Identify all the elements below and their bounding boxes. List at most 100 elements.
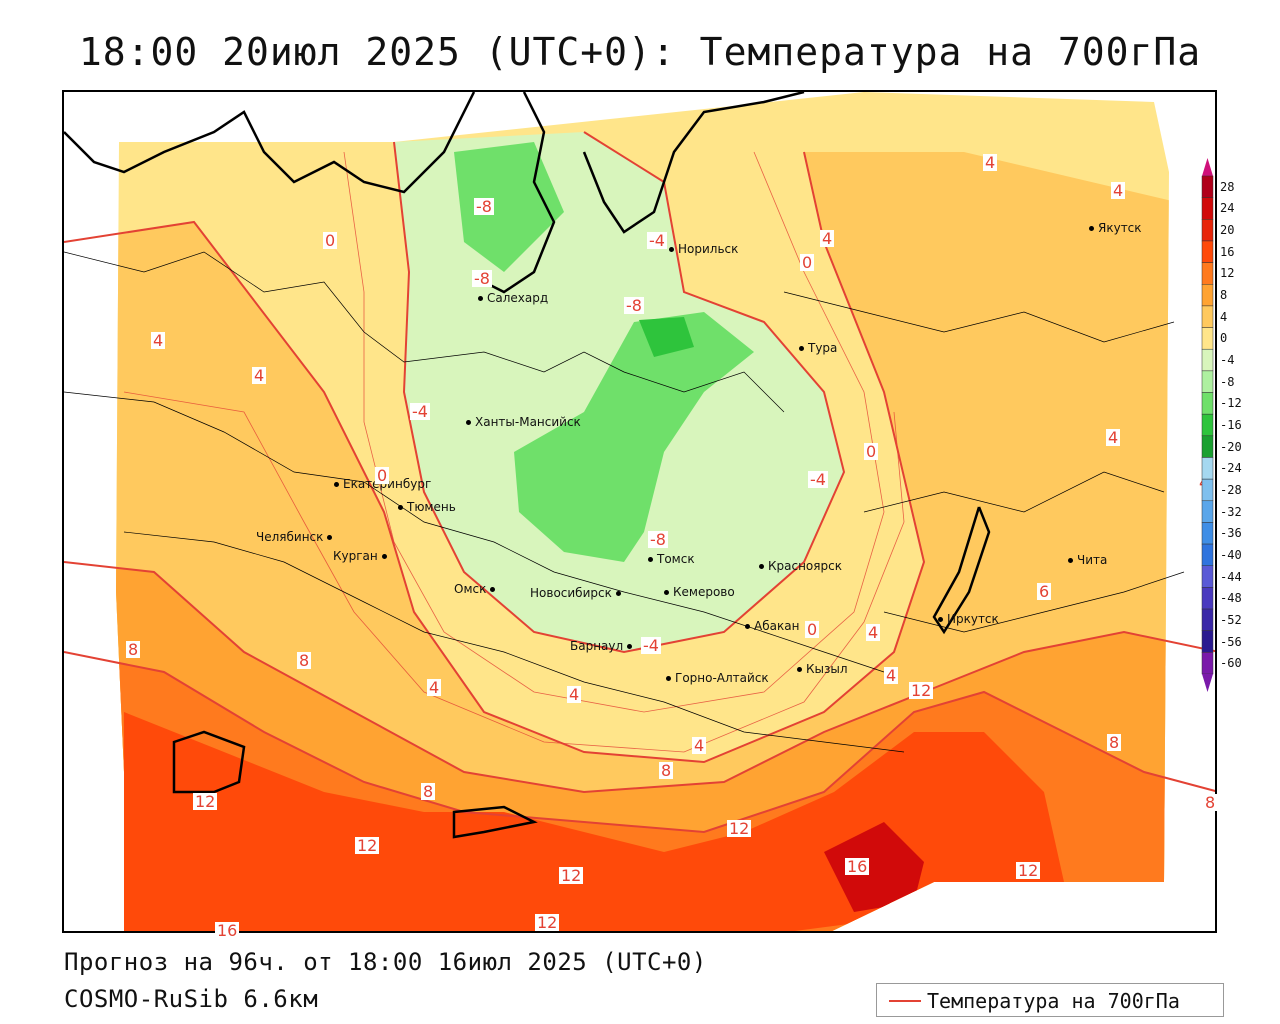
band-warm-core	[824, 822, 924, 912]
city-marker-icon	[669, 247, 674, 252]
band-minus12	[639, 317, 694, 357]
isotherm-minus4	[393, 131, 846, 654]
colorbar-cell	[1201, 543, 1214, 566]
border-line-4	[863, 471, 1165, 513]
city-marker-icon	[1089, 226, 1094, 231]
city-marker-icon	[627, 644, 633, 649]
isotherm-label: 0	[375, 466, 390, 485]
city-yakutsk: Якутск	[1089, 221, 1142, 235]
isotherm-label: 8	[1107, 733, 1122, 752]
city-omsk: Омск	[454, 582, 499, 596]
colorbar-tick-label: 4	[1220, 309, 1228, 324]
isotherm-label: 4	[567, 685, 582, 704]
isotherm-label: 8	[1203, 793, 1218, 812]
temperature-colorbar	[1201, 158, 1214, 692]
colorbar-tick-label: -60	[1220, 656, 1242, 671]
border-line-6	[783, 291, 1175, 343]
city-tura: Тура	[799, 341, 837, 355]
coastlines	[64, 92, 991, 839]
city-abakan: Абакан	[745, 619, 799, 633]
colorbar-tick-label: -4	[1220, 353, 1235, 368]
city-marker-icon	[490, 587, 496, 592]
city-chelyabinsk: Челябинск	[256, 530, 336, 544]
border-line-1	[64, 251, 785, 413]
isotherm-label: 4	[252, 366, 267, 385]
isotherm-label: 4	[692, 736, 707, 755]
colorbar-tick-label: -36	[1220, 526, 1242, 541]
colorbar-tick-label: -20	[1220, 439, 1242, 454]
isotherm-label: 8	[126, 640, 141, 659]
colorbar-tick-label: -12	[1220, 396, 1242, 411]
isotherm-label: 8	[297, 651, 312, 670]
isotherm-label: 12	[727, 819, 752, 838]
colorbar-tick-label: 12	[1220, 266, 1235, 281]
isotherm-minor-2	[123, 391, 905, 753]
isotherm-minor-1	[343, 151, 885, 713]
colorbar-tick-label: -48	[1220, 591, 1242, 606]
colorbar-tick-label: -40	[1220, 547, 1242, 562]
city-norilsk: Норильск	[669, 242, 738, 256]
city-marker-icon	[398, 505, 403, 510]
city-irkutsk: Иркутск	[938, 612, 999, 626]
colorbar-tick-label: -56	[1220, 634, 1242, 649]
colorbar-tick-label: 24	[1220, 201, 1235, 216]
isotherm-label: -4	[647, 231, 667, 250]
colorbar-cell	[1201, 652, 1214, 675]
border-line-2	[64, 391, 885, 673]
city-kemerovo: Кемерово	[664, 585, 735, 599]
colorbar-cell	[1201, 457, 1214, 480]
isotherm-label: 4	[151, 331, 166, 350]
city-marker-icon	[381, 554, 387, 559]
city-marker-icon	[799, 346, 804, 351]
temperature-shading	[116, 92, 1169, 931]
city-tomsk: Томск	[648, 552, 695, 566]
map-title: 18:00 20июл 2025 (UTC+0): Температура на…	[78, 30, 1202, 74]
city-marker-icon	[648, 557, 653, 562]
city-krasnoyarsk: Красноярск	[759, 559, 842, 573]
city-novosibirsk: Новосибирск	[530, 586, 625, 600]
lake-balkhash	[452, 805, 538, 839]
isotherm-label: 12	[193, 792, 218, 811]
lake-baikal	[932, 506, 991, 635]
city-marker-icon	[797, 667, 802, 672]
colorbar-cell	[1201, 197, 1214, 220]
isotherm-label: 0	[805, 620, 820, 639]
isotherm-label: -8	[474, 197, 494, 216]
colorbar-cell	[1201, 175, 1214, 198]
city-marker-icon	[478, 296, 483, 301]
colorbar-tick-label: 28	[1220, 179, 1235, 194]
colorbar-tick-label: 20	[1220, 223, 1235, 238]
aral-sea	[172, 730, 246, 794]
city-kurgan: Курган	[333, 549, 391, 563]
yamal-coast	[483, 92, 556, 294]
colorbar-cell	[1201, 608, 1214, 631]
city-marker-icon	[466, 420, 471, 425]
city-marker-icon	[615, 591, 621, 596]
border-line-5	[883, 571, 1185, 633]
city-marker-icon	[327, 535, 333, 540]
isotherm-label: 12	[909, 681, 934, 700]
city-kyzyl: Кызыл	[797, 662, 848, 676]
isotherm-label: 8	[659, 761, 674, 780]
admin-borders	[64, 251, 1185, 753]
legend-line-swatch	[889, 1000, 921, 1002]
colorbar-cell	[1201, 219, 1214, 242]
colorbar-cell	[1201, 565, 1214, 588]
colorbar-tick-label: 16	[1220, 244, 1235, 259]
map-panel	[62, 90, 1217, 933]
isotherm-label: 4	[1106, 428, 1121, 447]
legend: Температура на 700гПа	[876, 983, 1224, 1017]
isotherm-label: 16	[845, 857, 870, 876]
isotherm-label: 4	[866, 623, 881, 642]
isotherm-label: 16	[215, 921, 240, 940]
colorbar-cell	[1201, 262, 1214, 285]
colorbar-bottom-arrow-icon	[1202, 674, 1213, 692]
city-chita: Чита	[1068, 553, 1107, 567]
forecast-info: Прогноз на 96ч. от 18:00 16июл 2025 (UTC…	[64, 948, 707, 976]
city-marker-icon	[664, 590, 669, 595]
city-marker-icon	[334, 482, 339, 487]
arctic-coast-west	[64, 92, 476, 194]
city-marker-icon	[938, 617, 943, 622]
colorbar-cell	[1201, 522, 1214, 545]
colorbar-tick-label: -24	[1220, 461, 1242, 476]
